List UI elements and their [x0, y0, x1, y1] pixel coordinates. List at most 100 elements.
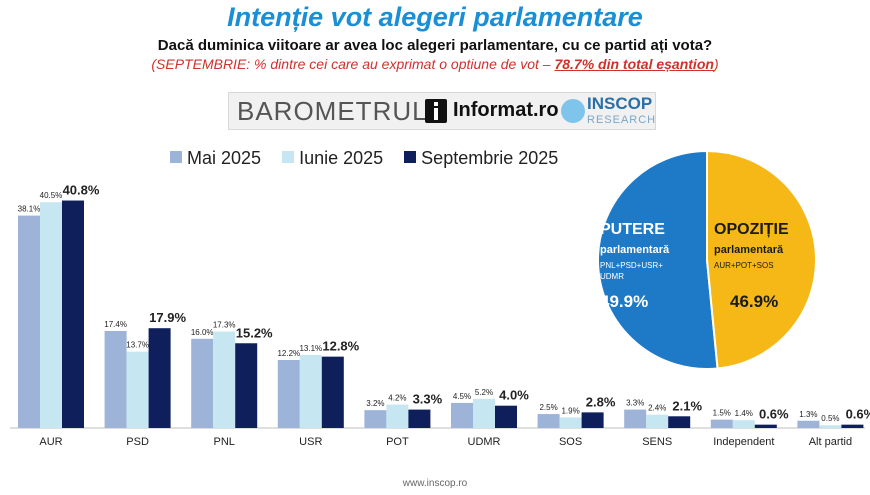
pie-label-opozitie: OPOZIȚIE	[714, 221, 789, 238]
bar-independent-septembrie	[754, 424, 777, 428]
data-label-alt-partid-mai: 1.3%	[799, 410, 817, 419]
bar-pot-septembrie	[408, 409, 431, 428]
data-label-pot-septembrie: 3.3%	[413, 392, 443, 407]
footer-url: www.inscop.ro	[402, 478, 468, 489]
data-label-psd-iunie: 13.7%	[126, 341, 149, 350]
category-label-aur: AUR	[39, 436, 62, 448]
bar-usr-mai	[277, 359, 300, 428]
category-label-sens: SENS	[642, 436, 672, 448]
pie-value-opozitie: 46.9%	[730, 292, 778, 311]
bar-sens-iunie	[646, 414, 669, 428]
legend-swatch-iunie	[282, 151, 295, 163]
inscop-research: RESEARCH	[587, 114, 657, 126]
note-highlight: 78.7% din total eșantion	[554, 56, 714, 72]
data-label-independent-mai: 1.5%	[713, 409, 731, 418]
chart-subtitle: Dacă duminica viitoare ar avea loc alege…	[157, 37, 713, 54]
bar-pnl-mai	[191, 338, 214, 428]
legend-item-septembrie: Septembrie 2025	[404, 148, 558, 169]
chart-title: Intenție vot alegeri parlamentare	[227, 2, 643, 32]
bar-sos-mai	[537, 414, 560, 428]
bar-sos-iunie	[559, 417, 582, 428]
pie-parties-putere-line2: UDMR	[600, 272, 624, 281]
pie-slice-opozitie	[706, 149, 817, 370]
data-label-udmr-septembrie: 4.0%	[499, 388, 529, 403]
legend-label-mai: Mai 2025	[187, 148, 262, 168]
data-label-independent-septembrie: 0.6%	[759, 407, 789, 422]
category-label-pot: POT	[386, 436, 409, 448]
sponsor-banner: BAROMETRUL Informat.ro INSCOP RESEARCH	[228, 92, 656, 130]
data-label-pot-iunie: 4.2%	[388, 394, 406, 403]
data-label-independent-iunie: 1.4%	[735, 409, 753, 418]
data-label-sos-mai: 2.5%	[539, 403, 557, 412]
bar-udmr-septembrie	[495, 405, 517, 428]
category-label-usr: USR	[299, 436, 322, 448]
bar-alt-partid-iunie	[819, 425, 842, 428]
category-label-psd: PSD	[126, 436, 149, 448]
bar-alt-partid-mai	[797, 420, 820, 428]
sample-note: (SEPTEMBRIE: % dintre cei care au exprim…	[0, 56, 870, 72]
data-label-pot-mai: 3.2%	[366, 399, 384, 408]
pie-slice-putere	[597, 149, 719, 370]
category-label-udmr: UDMR	[468, 436, 501, 448]
data-label-pnl-iunie: 17.3%	[213, 321, 236, 330]
data-label-pnl-mai: 16.0%	[191, 328, 214, 337]
note-prefix: (SEPTEMBRIE: % dintre cei care au exprim…	[151, 56, 555, 72]
bar-pnl-septembrie	[235, 343, 258, 428]
bar-udmr-iunie	[473, 399, 495, 428]
bar-sos-septembrie	[581, 412, 604, 428]
bar-independent-mai	[710, 419, 733, 428]
bar-usr-septembrie	[321, 356, 344, 428]
bar-sens-mai	[624, 409, 647, 428]
note-suffix: )	[713, 56, 719, 72]
data-label-sos-iunie: 1.9%	[561, 406, 579, 415]
bar-udmr-mai	[451, 402, 473, 428]
category-label-alt-partid: Alt partid	[809, 436, 852, 448]
data-label-aur-mai: 38.1%	[18, 205, 41, 214]
legend-item-iunie: Iunie 2025	[282, 148, 383, 169]
data-label-pnl-septembrie: 15.2%	[236, 325, 273, 340]
pie-sublabel-opozitie: parlamentară	[714, 244, 784, 256]
data-label-aur-septembrie: 40.8%	[63, 183, 100, 198]
data-label-usr-iunie: 13.1%	[299, 344, 322, 353]
bar-aur-iunie	[40, 202, 62, 428]
chart-legend: Mai 2025 Iunie 2025 Septembrie 2025	[170, 148, 574, 169]
pie-parties-putere-line1: PNL+PSD+USR+	[600, 261, 663, 270]
data-label-udmr-mai: 4.5%	[453, 392, 471, 401]
bar-pnl-iunie	[213, 331, 236, 428]
legend-item-mai: Mai 2025	[170, 148, 261, 169]
pie-parties-opozitie: AUR+POT+SOS	[714, 261, 774, 270]
category-label-pnl: PNL	[213, 436, 234, 448]
pie-value-putere: 49.9%	[600, 292, 648, 311]
inscop-logo: INSCOP RESEARCH	[587, 94, 657, 128]
bar-alt-partid-septembrie	[841, 424, 864, 428]
data-label-sens-mai: 3.3%	[626, 399, 644, 408]
data-label-psd-mai: 17.4%	[104, 320, 127, 329]
bar-psd-mai	[104, 330, 127, 428]
bar-independent-iunie	[732, 420, 755, 428]
informat-logo-icon	[425, 99, 447, 123]
data-label-sens-iunie: 2.4%	[648, 404, 666, 413]
data-label-alt-partid-iunie: 0.5%	[821, 414, 839, 423]
inscop-name: INSCOP	[587, 94, 653, 113]
data-label-sens-septembrie: 2.1%	[672, 398, 702, 413]
pie-sublabel-putere: parlamentară	[600, 244, 670, 256]
legend-swatch-septembrie	[404, 151, 417, 163]
data-label-alt-partid-septembrie: 0.6%	[846, 407, 870, 422]
bar-aur-septembrie	[62, 200, 84, 428]
bar-pot-iunie	[386, 404, 409, 428]
bar-aur-mai	[18, 215, 40, 428]
bar-psd-iunie	[126, 351, 149, 428]
bar-usr-iunie	[299, 354, 322, 428]
legend-swatch-mai	[170, 151, 182, 163]
legend-label-iunie: Iunie 2025	[299, 148, 384, 168]
bar-sens-septembrie	[668, 416, 691, 428]
bar-psd-septembrie	[148, 328, 171, 428]
pie-label-putere: PUTERE	[600, 221, 665, 238]
data-label-usr-septembrie: 12.8%	[322, 339, 359, 354]
data-label-psd-septembrie: 17.9%	[149, 310, 186, 325]
data-label-sos-septembrie: 2.8%	[586, 394, 616, 409]
data-label-aur-iunie: 40.5%	[40, 191, 63, 200]
category-label-independent: Independent	[713, 436, 774, 448]
barometrul-logo: BAROMETRUL	[237, 96, 428, 126]
